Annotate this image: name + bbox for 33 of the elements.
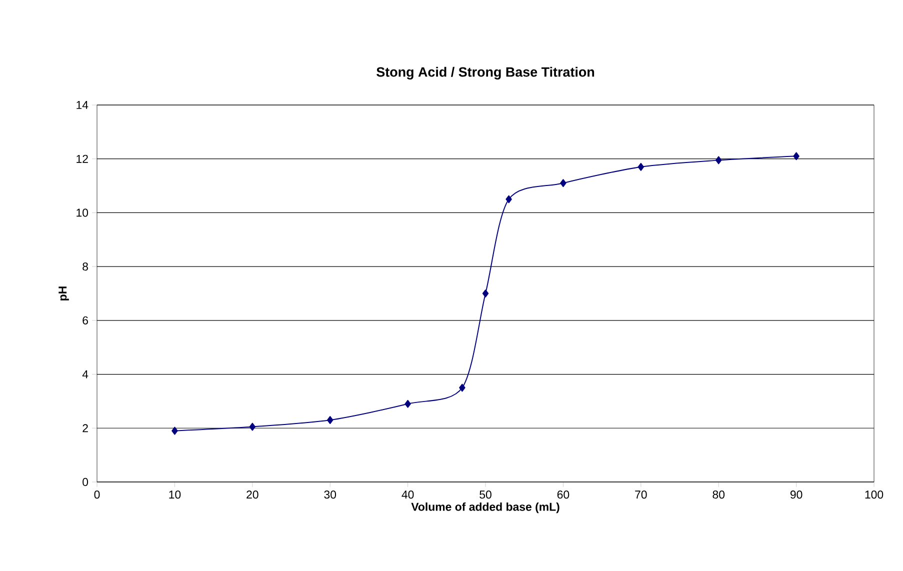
point <box>638 162 644 171</box>
y-tick-label: 0 <box>82 478 88 486</box>
y-tick-label: 4 <box>82 370 88 378</box>
point <box>560 179 566 188</box>
x-tick-label: 20 <box>246 490 258 499</box>
x-axis-title: Volume of added base (mL) <box>411 502 560 514</box>
y-tick-label: 6 <box>82 316 88 324</box>
point <box>715 156 722 164</box>
x-tick-label: 40 <box>402 490 414 499</box>
x-tick-label: 50 <box>480 490 492 499</box>
x-tick-label: 10 <box>169 490 181 499</box>
point <box>459 384 466 392</box>
x-tick-label: 80 <box>712 490 725 499</box>
point <box>506 195 512 204</box>
y-axis-title: pH <box>58 286 69 300</box>
x-tick-label: 60 <box>557 490 570 499</box>
point <box>793 152 800 160</box>
point <box>482 289 489 298</box>
x-tick-label: 100 <box>865 490 884 499</box>
x-tick-label: 90 <box>790 490 802 499</box>
x-tick-label: 0 <box>94 490 100 499</box>
chart-title: Stong Acid / Strong Base Titration <box>376 66 594 80</box>
y-tick-label: 2 <box>82 424 88 432</box>
x-tick-label: 30 <box>324 490 336 499</box>
y-tick-label: 8 <box>82 262 88 271</box>
point <box>249 422 256 431</box>
point <box>172 426 178 435</box>
y-tick-label: 10 <box>76 208 88 217</box>
point <box>404 400 411 408</box>
y-tick-label: 12 <box>76 154 88 163</box>
x-tick-label: 70 <box>635 490 647 499</box>
y-tick-label: 14 <box>76 101 88 109</box>
point <box>326 416 334 424</box>
